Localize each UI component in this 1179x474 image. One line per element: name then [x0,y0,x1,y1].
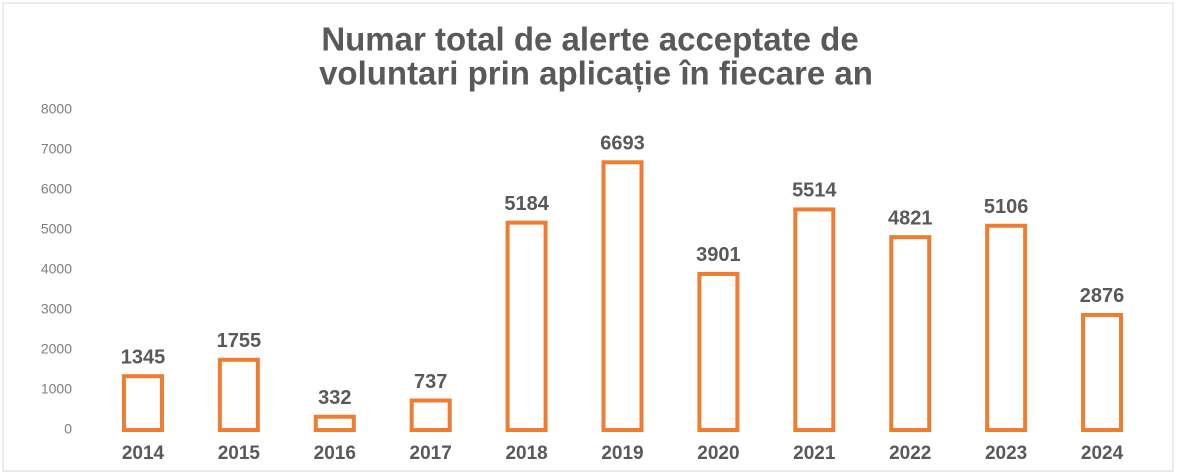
y-tick-label: 1000 [41,381,72,397]
x-tick-label: 2023 [985,443,1027,464]
bar [985,223,1028,432]
y-tick-label: 2000 [41,341,72,357]
x-tick-label: 2018 [505,443,547,464]
data-label: 737 [414,371,447,393]
y-tick-label: 0 [64,421,72,437]
y-tick-label: 3000 [41,301,72,317]
y-tick-label: 6000 [41,181,72,197]
data-label: 5106 [984,196,1029,218]
data-label: 2876 [1080,285,1125,307]
x-tick-label: 2019 [601,443,643,464]
y-tick-label: 5000 [41,221,72,237]
bar [889,235,932,432]
bar [793,207,836,432]
bar [313,414,356,433]
data-label: 6693 [600,133,645,155]
x-tick-label: 2014 [122,443,165,464]
x-tick-label: 2015 [218,443,261,464]
data-label: 332 [318,387,351,409]
y-tick-label: 8000 [41,101,72,117]
data-label: 1345 [121,346,166,368]
x-tick-label: 2016 [314,443,356,464]
chart-title: Numar total de alerte acceptate de [321,21,858,58]
y-tick-label: 7000 [41,141,72,157]
data-label: 1755 [217,330,262,352]
bar [601,160,644,432]
data-label: 3901 [696,244,741,266]
x-tick-label: 2017 [410,443,452,464]
data-label: 5514 [792,180,837,202]
data-label: 4821 [888,207,933,229]
bar [409,398,452,432]
x-tick-label: 2021 [793,443,836,464]
x-tick-label: 2022 [889,443,931,464]
bar [697,271,740,432]
chart-title: voluntari prin aplicație în fiecare an [319,55,873,93]
bar [217,357,260,432]
y-tick-label: 4000 [41,261,72,277]
bar [1081,312,1124,432]
data-label: 5184 [504,193,549,215]
bar [121,374,164,433]
x-tick-label: 2020 [697,443,739,464]
bar [505,220,548,432]
x-tick-label: 2024 [1081,443,1124,464]
